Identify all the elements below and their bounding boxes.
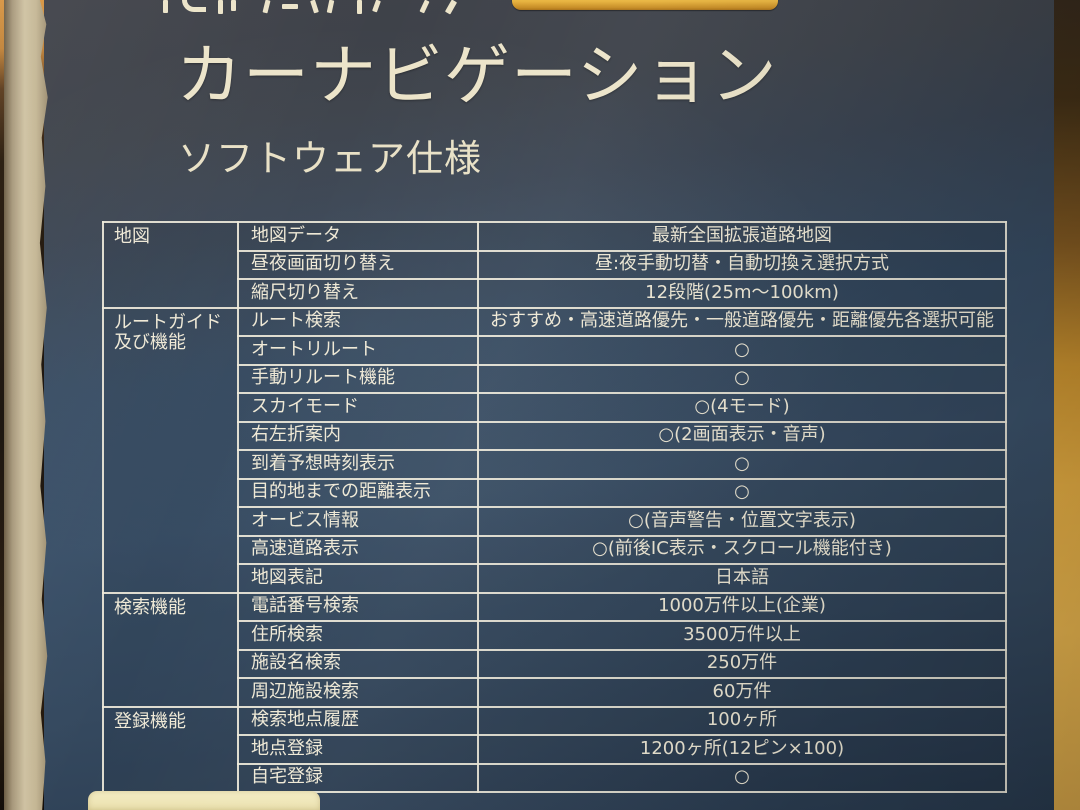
value-cell: 最新全国拡張道路地図	[477, 221, 1007, 252]
value-cell: ○	[477, 477, 1007, 508]
value-cell: 日本語	[477, 563, 1007, 594]
value-cell: ○	[477, 335, 1007, 366]
item-cell: 自宅登録	[237, 762, 479, 793]
table-row: 到着予想時刻表示 ○	[103, 449, 1007, 480]
item-cell: 縮尺切り替え	[237, 278, 479, 309]
table-row: ルートガイド及び機能 ルート検索 おすすめ・高速道路優先・一般道路優先・距離優先各選…	[102, 306, 1007, 594]
value-cell: ○(2画面表示・音声)	[477, 420, 1007, 451]
spec-section-title: ソフトウェア仕様	[178, 137, 482, 180]
value-cell: ○	[477, 762, 1007, 793]
value-cell: ○(音声警告・位置文字表示)	[477, 506, 1007, 537]
value-cell: 100ヶ所	[477, 705, 1007, 736]
value-cell: 昼:夜手動切替・自動切換え選択方式	[477, 249, 1007, 280]
stroke-fragment	[182, 0, 206, 12]
software-spec-table: 地図 地図データ 最新全国拡張道路地図 昼夜画面切り替え 昼:夜手動切替・自動切換え選択…	[102, 221, 1007, 793]
value-cell: 250万件	[477, 648, 1007, 679]
table-row: 周辺施設検索 60万件	[103, 677, 1007, 708]
tape-sticker	[88, 791, 320, 810]
table-row: オートリルート ○	[103, 335, 1007, 366]
table-row: 手動リルート機能 ○	[103, 363, 1007, 394]
value-cell: 1200ヶ所(12ピン×100)	[477, 734, 1007, 765]
item-cell: 昼夜画面切り替え	[237, 249, 479, 280]
value-cell: ○	[477, 363, 1007, 394]
item-cell: 到着予想時刻表示	[237, 449, 479, 480]
item-cell: 住所検索	[237, 620, 479, 651]
table-row: 高速道路表示 ○(前後IC表示・スクロール機能付き)	[103, 534, 1007, 565]
item-cell: 右左折案内	[237, 420, 479, 451]
item-cell: 地図表記	[237, 563, 479, 594]
value-cell: ○	[477, 449, 1007, 480]
item-cell: オービス情報	[237, 506, 479, 537]
table-row: 昼夜画面切り替え 昼:夜手動切替・自動切換え選択方式	[103, 249, 1007, 280]
spec-table-body: 地図 地図データ 最新全国拡張道路地図 昼夜画面切り替え 昼:夜手動切替・自動切換え選択…	[102, 221, 1007, 793]
value-cell: 12段階(25m〜100km)	[477, 278, 1007, 309]
item-cell: 手動リルート機能	[237, 363, 479, 394]
table-row: 右左折案内 ○(2画面表示・音声)	[103, 420, 1007, 451]
category-cell: 地図	[102, 221, 239, 309]
value-cell: ○(4モード)	[477, 392, 1007, 423]
item-cell: 地図データ	[237, 221, 479, 252]
category-cell: 登録機能	[102, 705, 239, 793]
value-cell: ○(前後IC表示・スクロール機能付き)	[477, 534, 1007, 565]
item-cell: 電話番号検索	[237, 591, 479, 622]
table-row: 自宅登録 ○	[103, 762, 1007, 793]
value-cell: 60万件	[477, 677, 1007, 708]
box-worn-edge	[4, 0, 48, 810]
category-cell: ルートガイド及び機能	[102, 306, 239, 594]
table-row: 登録機能 検索地点履歴 100ヶ所	[102, 705, 1007, 793]
value-cell: おすすめ・高速道路優先・一般道路優先・距離優先各選択可能	[477, 306, 1007, 337]
category-cell: 検索機能	[102, 591, 239, 708]
background-surface-right	[1052, 0, 1080, 810]
table-row: 地図 地図データ 最新全国拡張道路地図	[102, 221, 1007, 309]
table-row: 地点登録 1200ヶ所(12ピン×100)	[103, 734, 1007, 765]
table-row: オービス情報 ○(音声警告・位置文字表示)	[103, 506, 1007, 537]
value-cell: 1000万件以上(企業)	[477, 591, 1007, 622]
value-cell: 3500万件以上	[477, 620, 1007, 651]
item-cell: オートリルート	[237, 335, 479, 366]
table-row: 地図表記 日本語	[103, 563, 1007, 594]
table-row: スカイモード ○(4モード)	[103, 392, 1007, 423]
product-title: カーナビゲーション	[176, 37, 778, 114]
gold-label-cutoff	[512, 0, 778, 10]
item-cell: 地点登録	[237, 734, 479, 765]
item-cell: ルート検索	[237, 306, 479, 337]
table-row: 目的地までの距離表示 ○	[103, 477, 1007, 508]
table-row: 検索機能 電話番号検索 1000万件以上(企業)	[102, 591, 1007, 708]
cropped-title-fragments	[0, 0, 500, 17]
item-cell: 高速道路表示	[237, 534, 479, 565]
table-row: 縮尺切り替え 12段階(25m〜100km)	[103, 278, 1007, 309]
item-cell: 施設名検索	[237, 648, 479, 679]
table-row: 施設名検索 250万件	[103, 648, 1007, 679]
table-row: 住所検索 3500万件以上	[103, 620, 1007, 651]
item-cell: スカイモード	[237, 392, 479, 423]
item-cell: 検索地点履歴	[237, 705, 479, 736]
item-cell: 周辺施設検索	[237, 677, 479, 708]
item-cell: 目的地までの距離表示	[237, 477, 479, 508]
